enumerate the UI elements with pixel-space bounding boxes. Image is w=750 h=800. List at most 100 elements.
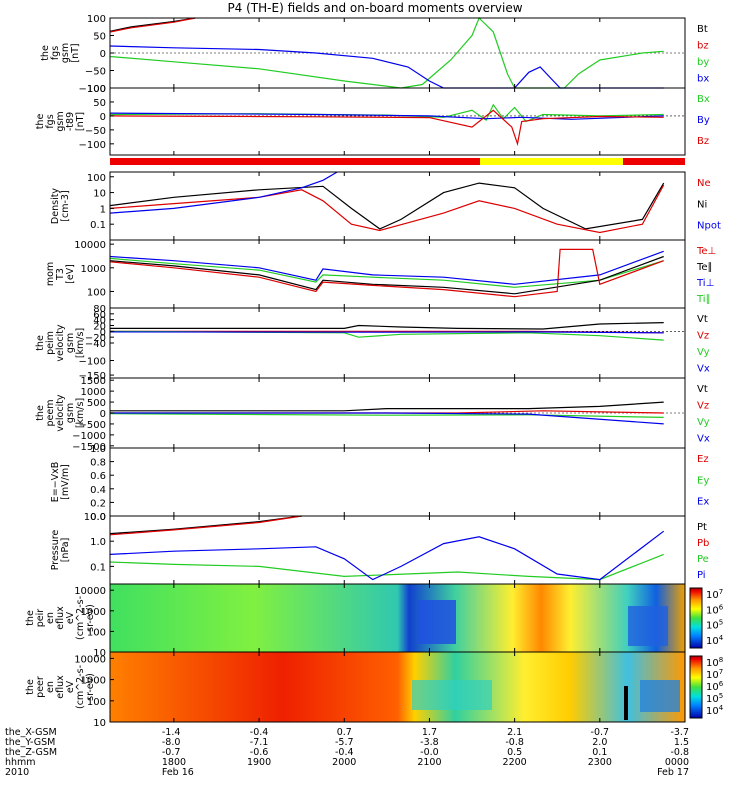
y-axis-label-line: peer	[35, 676, 46, 698]
y-axis-label-line: [cm-3]	[60, 190, 71, 221]
colorbar: 107 106 105 104	[689, 587, 724, 649]
colorbar-tick-label: 105	[706, 692, 723, 705]
legend-Bt: Bt	[697, 24, 708, 35]
y-axis-label-line: T3	[55, 268, 66, 281]
series-By-line	[109, 112, 664, 120]
y-axis-label-line: eV	[65, 611, 76, 624]
position-row-value: -3.8	[420, 737, 439, 748]
panel-moments_t3: 10000 1000 100 mom T3 [eV] Te⊥ Te∥ Ti⊥ Ti∥	[45, 239, 716, 309]
y-axis-label-line: [eV]	[65, 264, 76, 284]
panel-frame	[109, 307, 686, 379]
series-Te⊥-line	[109, 248, 664, 298]
y-axis-label-line: [km/s]	[75, 398, 86, 428]
low-flux-patch	[628, 606, 668, 646]
series-Vy-line	[109, 330, 664, 341]
position-row-value: 0.7	[337, 727, 352, 738]
y-axis-label-line: eV	[65, 680, 76, 693]
position-row-value: 2.0	[592, 737, 607, 748]
legend-Pb: Pb	[697, 538, 709, 549]
y-axis-label-line: en	[45, 681, 56, 693]
y-axis-label-line: eflux	[55, 675, 66, 699]
position-row-value: -0.0	[420, 747, 439, 758]
y-axis-label-line: peim	[45, 331, 56, 355]
y-axis-label: the peem velocity gsm [km/s]	[35, 394, 86, 432]
legend-Ti∥: Ti∥	[696, 294, 711, 305]
y-axis-label-line: sr-eV)	[85, 604, 96, 632]
position-row-value: 1.7	[422, 727, 437, 738]
y-axis-label-line: (cm^2-s-	[75, 665, 86, 709]
y-tick-label: 10.0	[84, 512, 106, 523]
position-row-label: the_Z-GSM	[5, 747, 57, 758]
position-row-value: Feb 17	[657, 767, 689, 778]
y-axis-label-line: E=−VxB	[50, 462, 61, 503]
y-axis-label: the peim velocity gsm [km/s]	[35, 324, 86, 362]
y-tick-label: −1500	[72, 442, 106, 453]
y-axis-label-line: the	[25, 610, 36, 626]
status-bar-yellow	[480, 158, 623, 165]
y-axis-label-line: [mV/m]	[60, 464, 71, 500]
position-row-value: 2100	[417, 757, 441, 768]
legend-Vx: Vx	[697, 364, 710, 375]
y-axis-label-line: velocity	[55, 324, 66, 362]
panel-frame	[109, 87, 686, 156]
legend-by: by	[697, 57, 709, 68]
colorbar-tick-label: 107	[706, 668, 723, 681]
legend-Pi: Pi	[697, 570, 706, 581]
colorbar-tick-label: 107	[706, 588, 723, 601]
colorbar-tick-label: 104	[706, 704, 724, 717]
y-axis-label-line: Pressure	[50, 530, 61, 571]
position-row-label: the_Y-GSM	[5, 737, 55, 748]
y-tick-label: −150	[79, 371, 106, 382]
position-row-value: -0.7	[591, 727, 610, 738]
low-flux-patch	[418, 600, 456, 644]
y-axis-label: Pressure [nPa]	[50, 530, 71, 571]
position-row-value: -0.6	[250, 747, 269, 758]
y-tick-label: 40	[93, 316, 106, 327]
y-tick-label: 100	[87, 173, 106, 184]
y-axis-label-line: [nPa]	[60, 538, 71, 563]
legend-Vy: Vy	[697, 417, 710, 428]
spectrogram-image	[110, 584, 685, 652]
position-row-value: -5.7	[335, 737, 354, 748]
legend-Ey: Ey	[697, 475, 709, 486]
legend-Ex: Ex	[697, 497, 709, 508]
status-bar-red-1	[110, 158, 480, 165]
y-axis-label-line: gsm	[55, 111, 66, 131]
y-tick-label: 0	[100, 112, 106, 123]
position-row-value: -3.7	[670, 727, 689, 738]
y-axis-label-line: (cm^2-s-	[75, 596, 86, 640]
series-Vt-line	[110, 401, 664, 412]
y-tick-label: −50	[85, 126, 106, 137]
y-tick-label: 10	[93, 189, 106, 200]
y-tick-label: −20	[85, 333, 106, 344]
position-row-value: 2300	[588, 757, 612, 768]
y-axis-label-line: Density	[50, 188, 61, 224]
position-row-value: -8.0	[162, 737, 181, 748]
legend-bz: bz	[697, 41, 709, 52]
y-axis-label: the fgs gsm -t89 [nT]	[35, 111, 86, 131]
position-row-value: -0.8	[670, 747, 689, 758]
series-Vy-line	[109, 413, 664, 418]
colorbar-tick-label: 108	[706, 656, 723, 669]
y-tick-label: −500	[79, 420, 106, 431]
series-Vt-line	[110, 322, 664, 330]
y-tick-label: −1000	[72, 431, 106, 442]
legend-Te∥: Te∥	[696, 262, 713, 273]
y-axis-label-line: gsm	[60, 43, 71, 63]
y-tick-label: 0	[100, 49, 106, 60]
y-axis-label-line: the	[40, 45, 51, 61]
colorbar-tick-label: 104	[706, 634, 724, 647]
series-Ni-line	[109, 182, 665, 230]
series-Npot-line	[109, 171, 338, 214]
figure-title: P4 (TH-E) fields and on-board moments ov…	[227, 1, 522, 15]
position-row-value: 0.1	[592, 747, 607, 758]
position-row-value: -1.4	[162, 727, 181, 738]
legend-Vt: Vt	[697, 314, 708, 325]
y-tick-label: 0.6	[90, 471, 106, 482]
y-tick-label: 80	[93, 304, 106, 315]
y-axis-label: the peer en eflux eV (cm^2-s-sr-eV)	[25, 665, 96, 709]
panel-density: 100 10 1 0.1 Density [cm-3] Ne Ni Npot	[50, 171, 721, 241]
